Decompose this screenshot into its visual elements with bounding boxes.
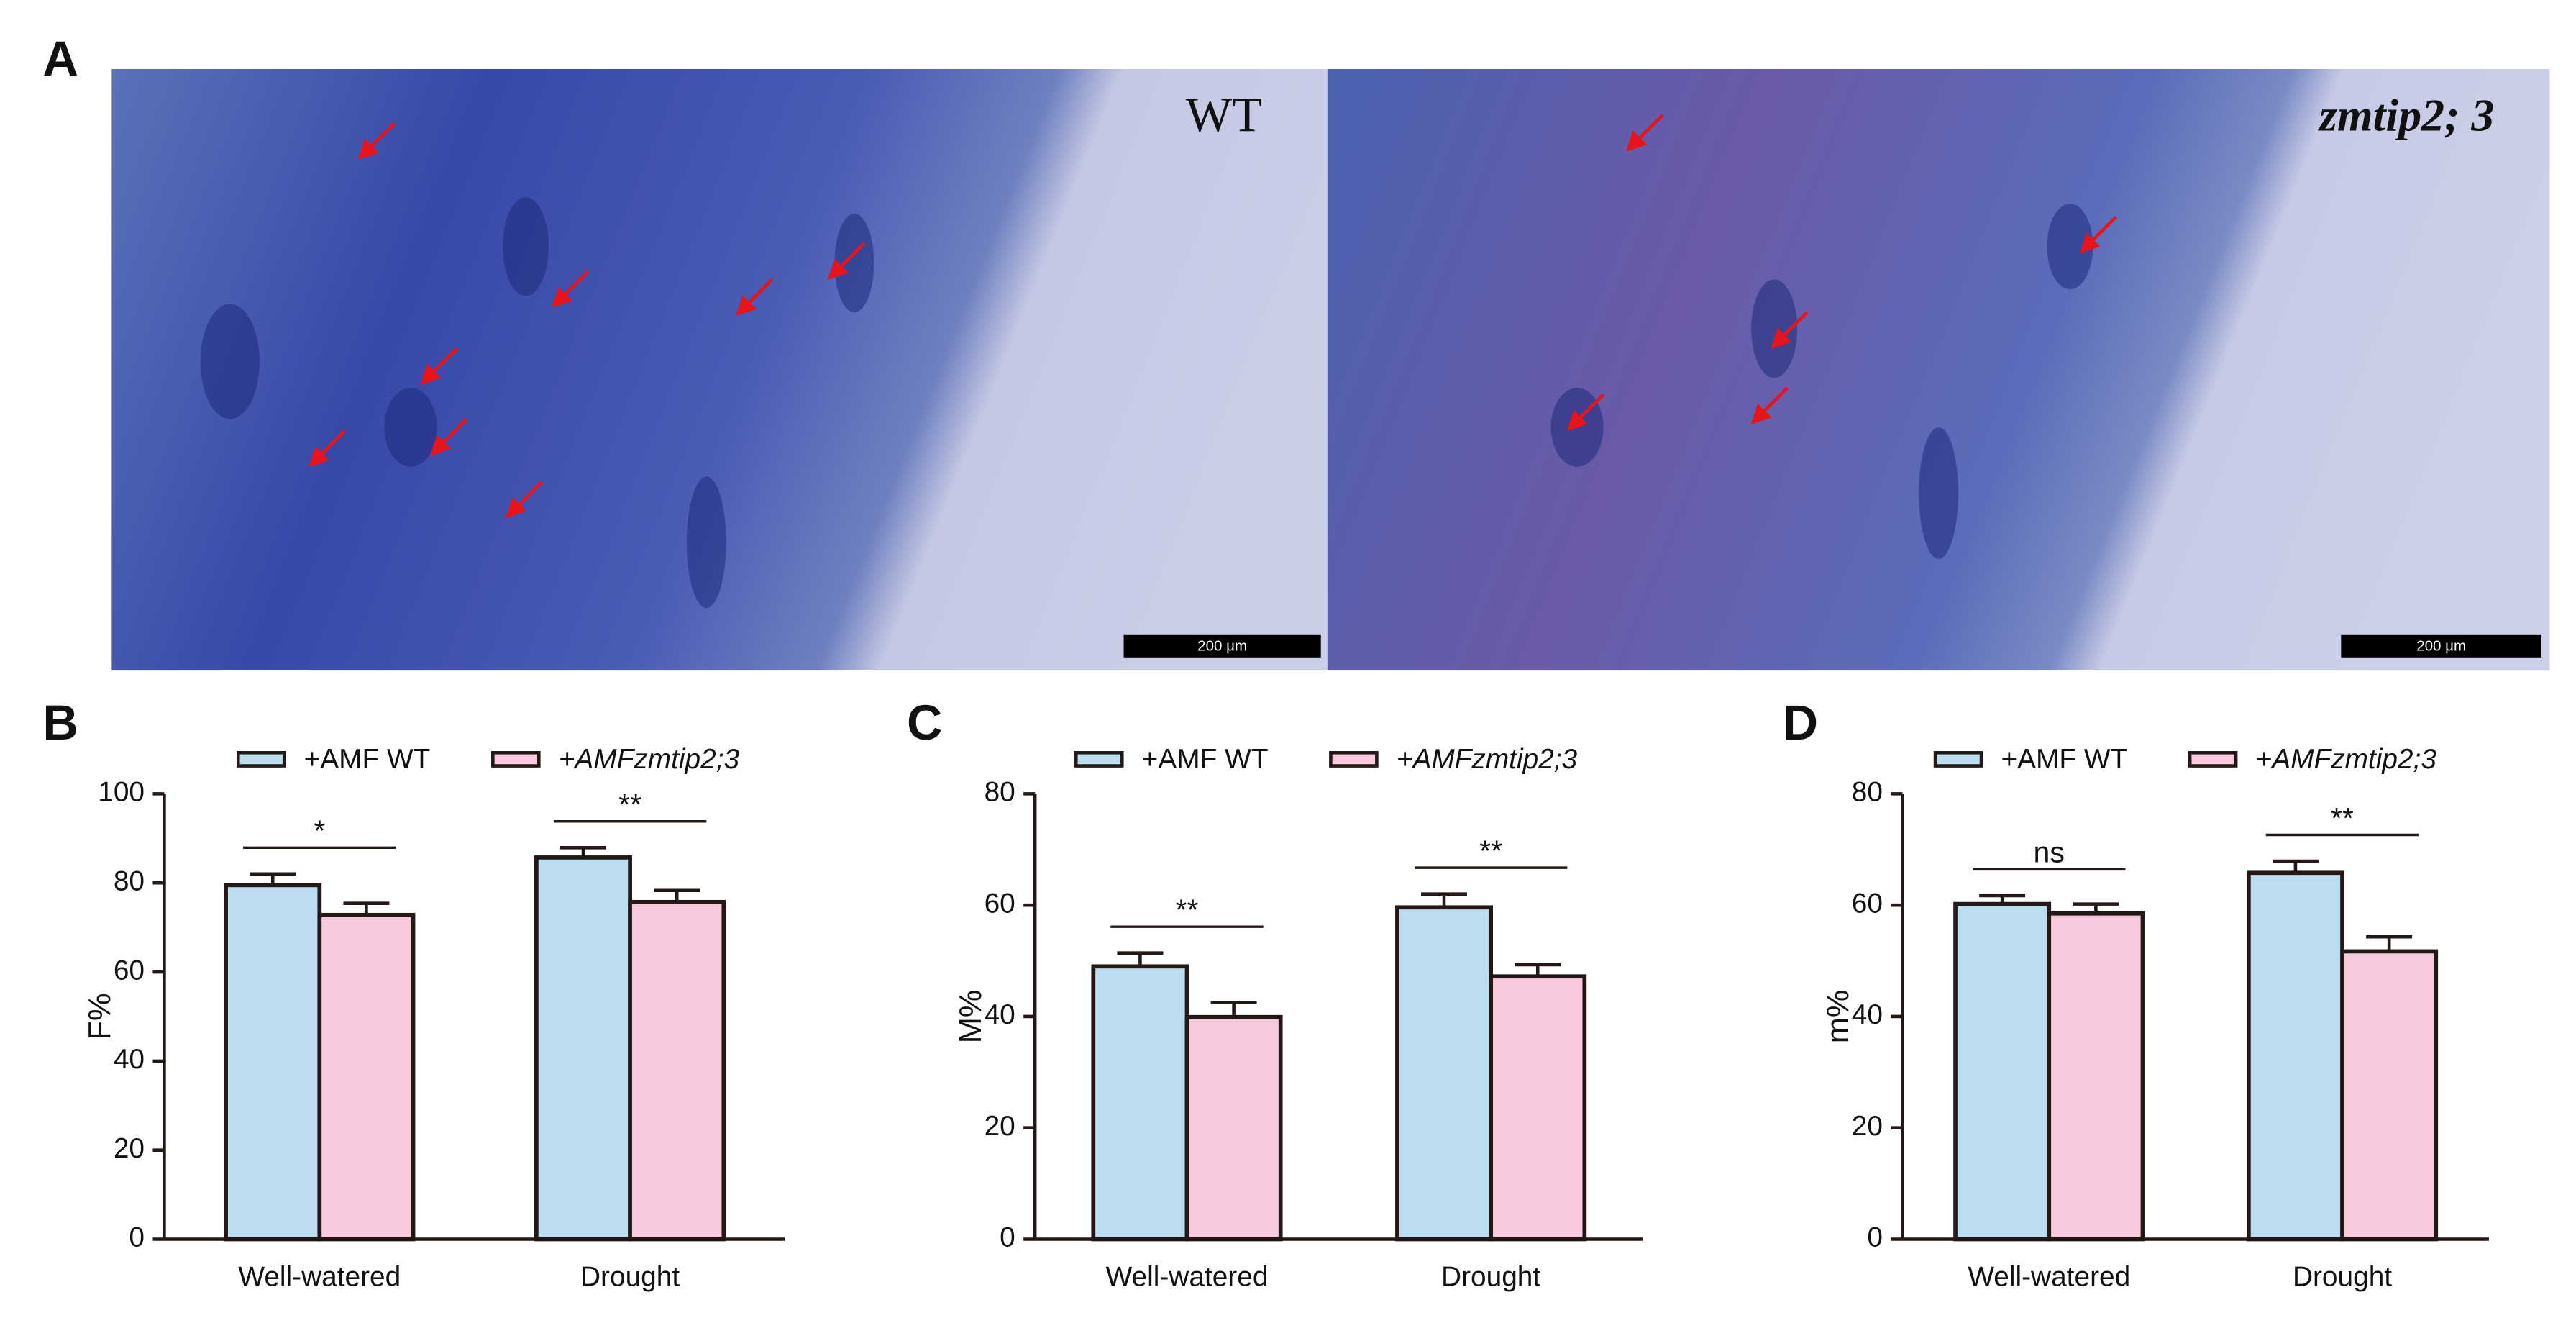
legend-label: +AMF WT [1142,744,1269,775]
bar [2246,870,2344,1242]
significance-label: * [314,814,325,847]
bar [1489,974,1587,1242]
y-tick-label: 40 [1852,999,1883,1030]
legend-swatch [236,751,286,768]
panel-label: A [42,31,78,86]
bar [2340,949,2439,1242]
significance-label: ns [2034,836,2065,869]
x-tick-label: Drought [580,1262,680,1293]
bar [628,899,726,1242]
significance-label: ** [1176,893,1199,926]
legend-swatch [1329,751,1379,768]
significance-label: ** [1479,834,1502,867]
y-tick-label: 60 [985,888,1015,919]
legend-swatch [1074,751,1124,768]
y-tick-label: 20 [114,1133,145,1164]
legend-swatch [1933,751,1983,768]
legend-label: +AMF WT [2001,744,2127,775]
bar [317,912,416,1242]
panel-label: D [1783,695,1818,750]
bar [1184,1014,1283,1242]
y-tick-label: 0 [1000,1222,1015,1253]
bar [224,883,322,1242]
y-tick-label: 80 [1852,777,1883,808]
legend-label: +AMF WT [304,744,431,775]
significance-label: ** [618,788,641,821]
scale-bar-label: 200 μm [2416,637,2466,654]
y-tick-label: 0 [129,1222,145,1253]
panel-label: C [907,695,942,750]
y-axis-label: m% [1821,990,1855,1044]
x-tick-label: Well-watered [1106,1262,1269,1293]
bar [1395,905,1493,1242]
x-tick-label: Well-watered [238,1262,401,1293]
y-tick-label: 20 [985,1111,1015,1142]
image-label: zmtip2; 3 [2318,89,2494,140]
legend-label: +AMFzmtip2;3 [559,744,740,775]
y-tick-label: 80 [985,777,1015,808]
panel-label: B [42,695,78,750]
y-tick-label: 80 [114,865,145,896]
significance-label: ** [2331,801,2354,835]
y-tick-label: 0 [1867,1222,1883,1253]
legend-swatch [2188,751,2238,768]
image-label: WT [1186,88,1263,142]
scale-bar [2341,634,2542,658]
y-axis-label: F% [83,993,117,1040]
scale-bar [1123,634,1321,658]
legend-swatch [491,751,541,768]
y-tick-label: 100 [98,777,145,808]
y-tick-label: 40 [985,999,1015,1030]
x-tick-label: Drought [2293,1262,2392,1293]
y-tick-label: 20 [1852,1111,1883,1142]
legend-label: +AMFzmtip2;3 [2256,744,2437,775]
arrows [308,114,2117,519]
x-tick-label: Drought [1441,1262,1540,1293]
scale-bar-label: 200 μm [1197,637,1247,654]
bar [1091,964,1189,1242]
legend-label: +AMFzmtip2;3 [1397,744,1578,775]
y-tick-label: 40 [114,1044,145,1075]
y-axis-label: M% [954,990,988,1044]
x-tick-label: Well-watered [1968,1262,2130,1293]
bar [2047,911,2145,1242]
y-tick-label: 60 [1852,888,1883,919]
bar [534,855,632,1242]
y-tick-label: 60 [114,955,145,986]
micrograph [1327,68,2550,671]
bar [1953,901,2052,1242]
cells [200,197,2093,609]
